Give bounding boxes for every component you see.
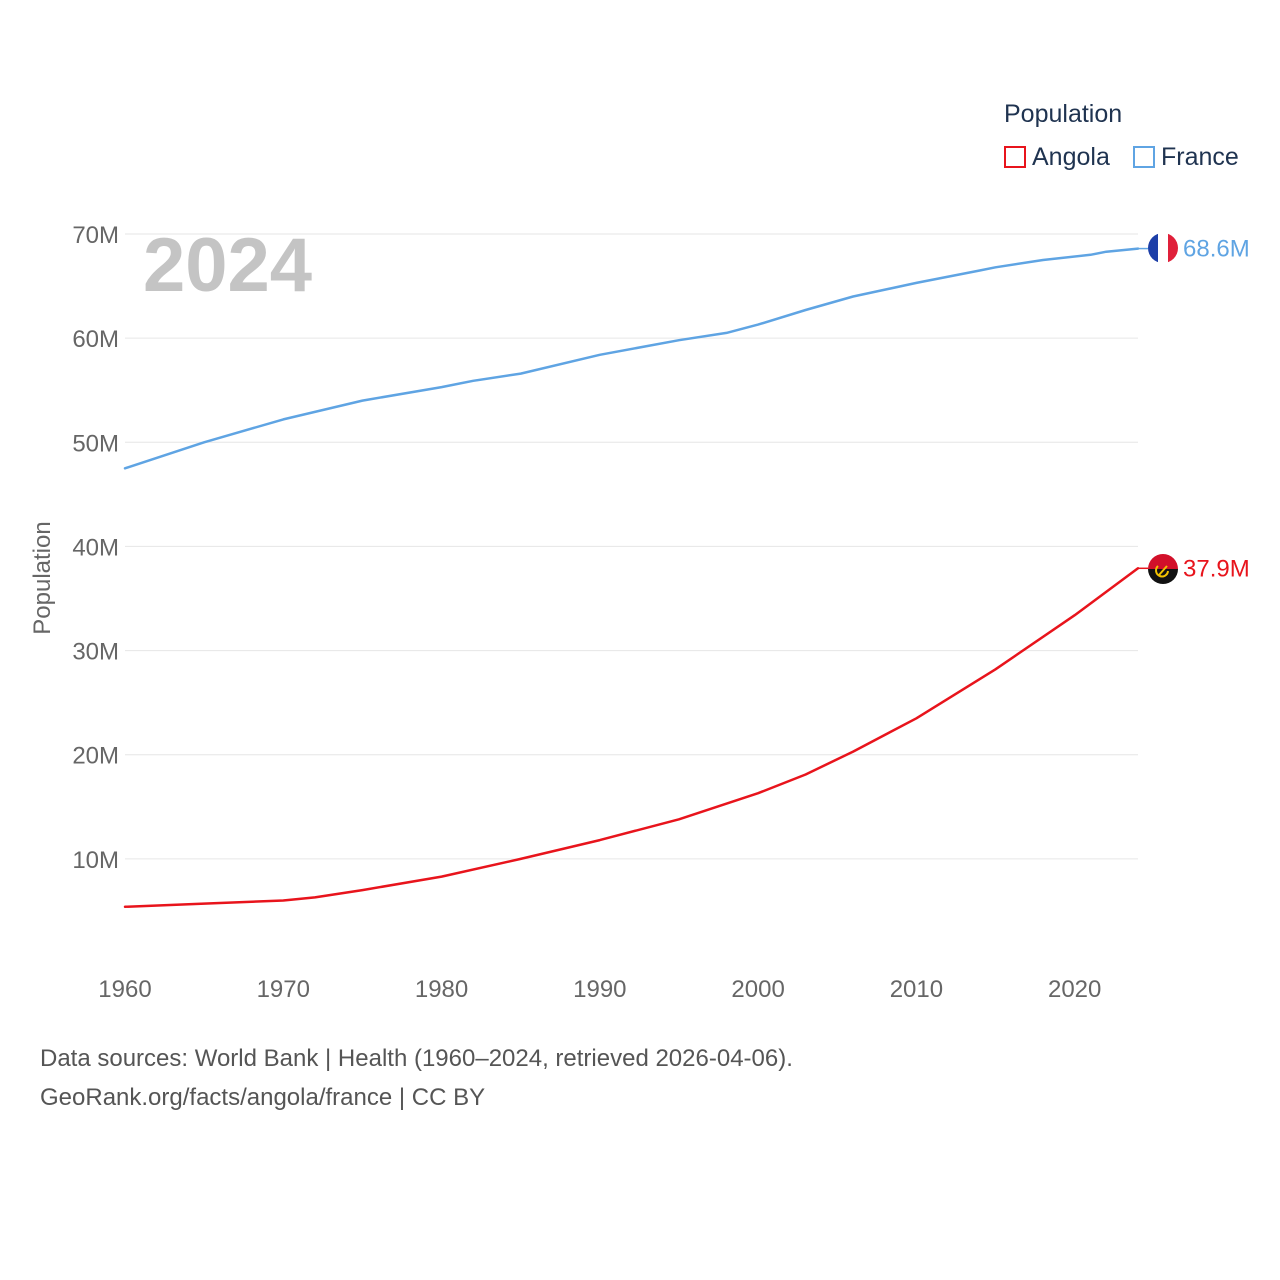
y-axis-ticks: 10M 20M 30M 40M 50M 60M 70M bbox=[72, 222, 119, 874]
legend-swatch-france bbox=[1133, 146, 1155, 168]
year-label: 2024 bbox=[143, 223, 313, 308]
x-tick-label: 1980 bbox=[415, 976, 468, 1003]
source-url-text[interactable]: GeoRank.org/facts/angola/france | CC BY bbox=[40, 1084, 486, 1111]
y-tick-label: 40M bbox=[72, 534, 119, 561]
x-tick-label: 1970 bbox=[257, 976, 310, 1003]
france-flag-icon bbox=[1148, 233, 1178, 263]
x-tick-label: 2020 bbox=[1048, 976, 1101, 1003]
end-labels: 68.6M 37.9M bbox=[1183, 236, 1250, 583]
x-tick-label: 2010 bbox=[890, 976, 943, 1003]
x-tick-label: 2000 bbox=[731, 976, 784, 1003]
end-label-angola: 37.9M bbox=[1183, 555, 1250, 582]
legend-label-france: France bbox=[1161, 142, 1239, 171]
angola-flag-icon bbox=[1148, 554, 1178, 584]
y-tick-label: 50M bbox=[72, 430, 119, 457]
y-tick-label: 10M bbox=[72, 847, 119, 874]
y-tick-label: 60M bbox=[72, 326, 119, 353]
x-axis-ticks: 1960 1970 1980 1990 2000 2010 2020 bbox=[98, 976, 1101, 1003]
y-tick-label: 20M bbox=[72, 743, 119, 770]
legend-title: Population bbox=[1004, 100, 1123, 128]
y-tick-label: 70M bbox=[72, 222, 119, 249]
legend-item-angola[interactable]: Angola bbox=[1004, 142, 1110, 172]
data-sources-text: Data sources: World Bank | Health (1960–… bbox=[40, 1045, 793, 1072]
y-tick-label: 30M bbox=[72, 639, 119, 666]
legend-swatch-angola bbox=[1004, 146, 1026, 168]
x-tick-label: 1960 bbox=[98, 976, 151, 1003]
grid-lines bbox=[125, 233, 1138, 860]
y-axis-title: Population bbox=[29, 521, 56, 634]
series-line-angola[interactable] bbox=[123, 567, 1140, 909]
series-lines bbox=[123, 247, 1148, 909]
legend-item-france[interactable]: France bbox=[1133, 142, 1239, 172]
legend-label-angola: Angola bbox=[1032, 142, 1110, 171]
end-label-france: 68.6M bbox=[1183, 236, 1250, 263]
series-line-france[interactable] bbox=[123, 247, 1140, 470]
x-tick-label: 1990 bbox=[573, 976, 626, 1003]
